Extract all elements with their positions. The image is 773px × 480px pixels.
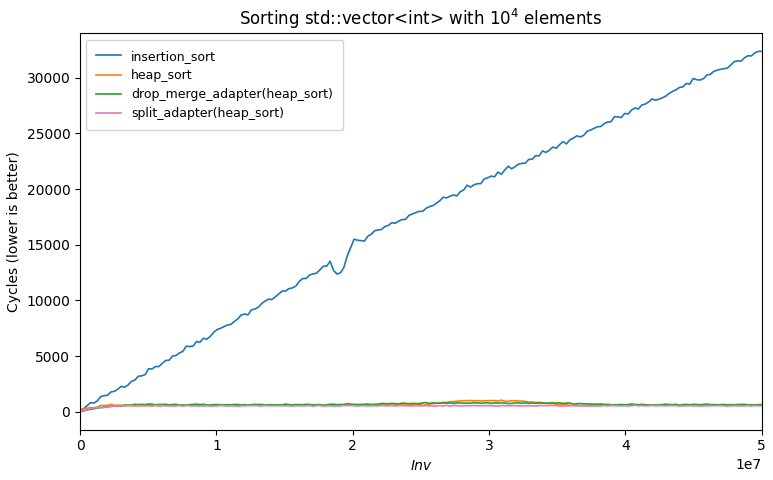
split_adapter(heap_sort)	[606, 402, 615, 408]
drop_merge_adapter(heap_sort)	[76, 409, 85, 415]
Y-axis label: Cycles (lower is better): Cycles (lower is better)	[7, 151, 21, 312]
split_adapter(heap_sort)	[702, 403, 711, 408]
Legend: insertion_sort, heap_sort, drop_merge_adapter(heap_sort), split_adapter(heap_sor: insertion_sort, heap_sort, drop_merge_ad…	[87, 40, 343, 131]
insertion_sort	[757, 48, 766, 54]
Line: insertion_sort: insertion_sort	[80, 51, 761, 410]
split_adapter(heap_sort)	[76, 408, 85, 414]
split_adapter(heap_sort)	[203, 403, 212, 408]
heap_sort	[203, 402, 212, 408]
drop_merge_adapter(heap_sort)	[421, 400, 431, 406]
heap_sort	[757, 402, 766, 408]
drop_merge_adapter(heap_sort)	[203, 402, 212, 408]
drop_merge_adapter(heap_sort)	[757, 402, 766, 408]
Line: drop_merge_adapter(heap_sort): drop_merge_adapter(heap_sort)	[80, 403, 761, 412]
insertion_sort	[117, 384, 126, 389]
drop_merge_adapter(heap_sort)	[117, 403, 126, 409]
Title: Sorting std::vector<int> with $10^4$ elements: Sorting std::vector<int> with $10^4$ ele…	[240, 7, 602, 31]
insertion_sort	[103, 393, 112, 398]
heap_sort	[497, 397, 506, 403]
drop_merge_adapter(heap_sort)	[702, 401, 711, 407]
insertion_sort	[699, 76, 708, 82]
split_adapter(heap_sort)	[257, 403, 266, 409]
drop_merge_adapter(heap_sort)	[726, 402, 735, 408]
heap_sort	[726, 403, 735, 408]
split_adapter(heap_sort)	[726, 403, 735, 408]
insertion_sort	[723, 65, 732, 71]
heap_sort	[257, 402, 266, 408]
heap_sort	[76, 407, 85, 412]
insertion_sort	[76, 407, 85, 413]
split_adapter(heap_sort)	[103, 404, 112, 410]
insertion_sort	[257, 301, 266, 307]
Line: split_adapter(heap_sort): split_adapter(heap_sort)	[80, 405, 761, 411]
insertion_sort	[203, 336, 212, 342]
drop_merge_adapter(heap_sort)	[257, 402, 266, 408]
heap_sort	[702, 403, 711, 408]
heap_sort	[117, 402, 126, 408]
X-axis label: Inv: Inv	[410, 459, 431, 473]
Line: heap_sort: heap_sort	[80, 400, 761, 409]
split_adapter(heap_sort)	[117, 403, 126, 408]
drop_merge_adapter(heap_sort)	[103, 404, 112, 410]
split_adapter(heap_sort)	[757, 403, 766, 408]
heap_sort	[103, 403, 112, 408]
